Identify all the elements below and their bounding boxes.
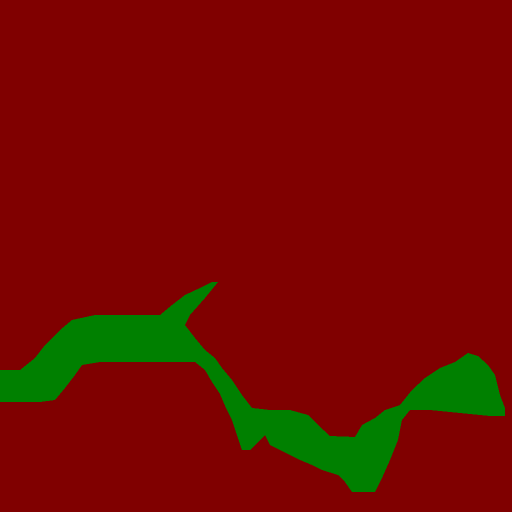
foreground-region	[0, 282, 505, 492]
